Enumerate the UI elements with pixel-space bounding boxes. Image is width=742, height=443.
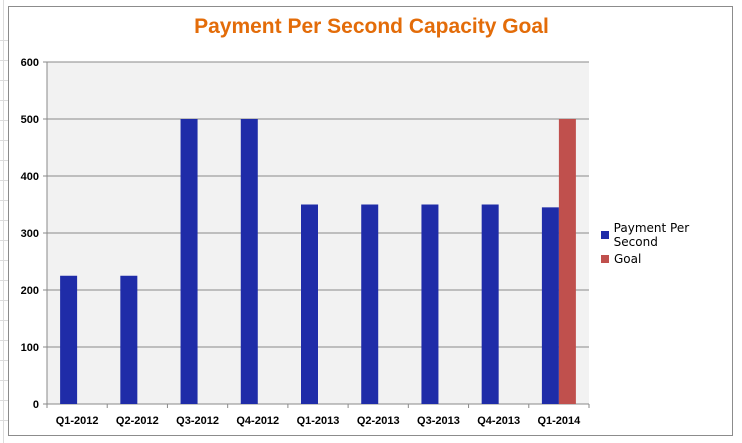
- y-tick-label: 100: [21, 342, 39, 354]
- sheet-column-line: [3, 0, 4, 443]
- chart-title: Payment Per Second Capacity Goal: [194, 15, 549, 38]
- y-tick-label: 200: [21, 285, 39, 297]
- bar-payment-per-second-q3-2013[interactable]: [421, 204, 439, 405]
- sheet-row-line: [0, 300, 8, 301]
- legend-label-payment-per-second: Payment Per Second: [613, 221, 690, 249]
- bar-payment-per-second-q2-2012[interactable]: [120, 275, 138, 404]
- sheet-row-line: [0, 180, 8, 181]
- bar-chart-plot: 0 100 200 300 400 500 600 Q1-2012 Q2-2012 Q3-2012…: [21, 57, 590, 427]
- legend-item-goal: Goal: [601, 247, 732, 271]
- bar-payment-per-second-q2-2013[interactable]: [361, 204, 379, 405]
- legend-label-goal: Goal: [614, 252, 642, 266]
- sheet-row-line: [0, 380, 8, 381]
- bar-payment-per-second-q1-2012[interactable]: [60, 275, 78, 404]
- x-tick-label: Q1-2012: [56, 415, 99, 427]
- sheet-row-line: [0, 360, 8, 361]
- sheet-row-line: [0, 260, 8, 261]
- x-tick-label: Q1-2014: [537, 415, 581, 427]
- x-tick-label: Q1-2013: [297, 415, 340, 427]
- sheet-row-line: [0, 40, 8, 41]
- bar-payment-per-second-q1-2014[interactable]: [541, 207, 559, 404]
- sheet-row-line: [0, 400, 8, 401]
- chart-area[interactable]: Payment Per Second Capacity Goal 0 100 200…: [8, 6, 733, 436]
- x-tick-label: Q2-2012: [116, 415, 159, 427]
- sheet-row-line: [0, 220, 8, 221]
- bar-payment-per-second-q3-2012[interactable]: [180, 119, 198, 404]
- bar-goal-q1-2014[interactable]: [558, 119, 576, 404]
- sheet-row-line: [0, 140, 8, 141]
- legend-swatch-payment-per-second: [601, 231, 609, 239]
- x-tick-label: Q3-2013: [417, 415, 460, 427]
- bar-payment-per-second-q4-2012[interactable]: [240, 119, 258, 404]
- sheet-row-line: [0, 240, 8, 241]
- x-tick-label: Q3-2012: [176, 415, 219, 427]
- y-tick-label: 300: [21, 228, 39, 240]
- sheet-row-line: [0, 320, 8, 321]
- bar-payment-per-second-q4-2013[interactable]: [481, 204, 499, 405]
- sheet-row-line: [0, 420, 8, 421]
- sheet-row-line: [0, 280, 8, 281]
- sheet-row-line: [0, 120, 8, 121]
- x-tick-label: Q2-2013: [357, 415, 400, 427]
- legend-swatch-goal: [601, 255, 609, 263]
- y-tick-label: 400: [21, 171, 39, 183]
- y-tick-label: 0: [33, 399, 39, 411]
- sheet-row-line: [0, 160, 8, 161]
- sheet-row-line: [0, 60, 8, 61]
- y-tick-label: 500: [21, 114, 39, 126]
- sheet-row-line: [0, 340, 8, 341]
- sheet-row-line: [0, 100, 8, 101]
- legend-item-payment-per-second: Payment Per Second: [601, 221, 732, 249]
- x-tick-label: Q4-2013: [477, 415, 520, 427]
- sheet-row-line: [0, 80, 8, 81]
- bar-payment-per-second-q1-2013[interactable]: [301, 204, 318, 405]
- y-tick-label: 600: [21, 57, 39, 69]
- sheet-row-line: [0, 200, 8, 201]
- chart-legend: Payment Per Second Goal: [601, 221, 732, 271]
- x-tick-label: Q4-2012: [236, 415, 279, 427]
